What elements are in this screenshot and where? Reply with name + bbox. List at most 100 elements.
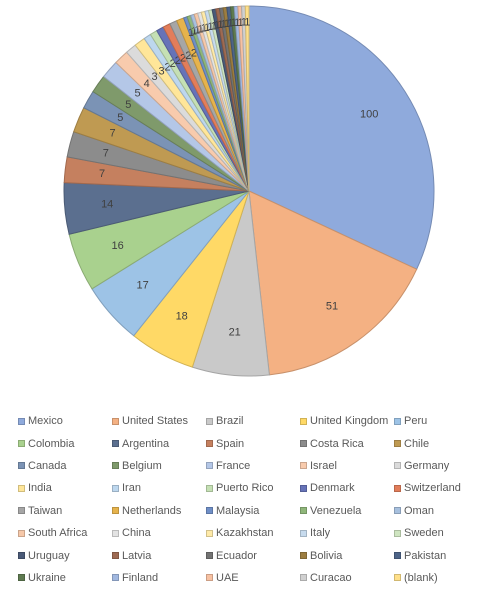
data-label-malaysia: 1 [188, 27, 194, 39]
legend-item: Malaysia [206, 505, 300, 517]
legend-swatch [112, 507, 119, 515]
legend-row: Uruguay Latvia Ecuador Bolivia Pakistan [18, 544, 488, 566]
legend-item: Iran [112, 482, 206, 494]
data-label-south-africa: 1 [198, 24, 204, 36]
legend-item: Taiwan [18, 505, 112, 517]
data-label-belgium: 5 [125, 99, 131, 111]
data-label-italy: 1 [207, 21, 213, 33]
legend-label: Italy [310, 527, 331, 540]
legend-swatch [394, 529, 401, 537]
legend-swatch [394, 440, 401, 448]
legend-label: Netherlands [122, 504, 182, 517]
legend-item: Ukraine [18, 572, 112, 584]
legend-item: Bolivia [300, 550, 394, 562]
legend-swatch [300, 417, 307, 425]
legend-item: UAE [206, 572, 300, 584]
legend-item: Switzerland [394, 482, 488, 494]
legend-swatch [206, 440, 213, 448]
legend-label: Taiwan [28, 504, 63, 517]
legend-item: Germany [394, 460, 488, 472]
data-label-costa-rica: 7 [103, 147, 109, 159]
legend-item: Argentina [112, 438, 206, 450]
legend-label: France [216, 459, 251, 472]
legend-label: Venezuela [310, 504, 362, 517]
legend-swatch [300, 462, 307, 470]
data-label-mexico: 100 [360, 108, 378, 120]
legend-swatch [300, 574, 307, 582]
legend-item: Italy [300, 527, 394, 539]
legend-label: Germany [404, 459, 450, 472]
legend-item: United Kingdom [300, 415, 394, 427]
data-label-peru: 17 [136, 280, 148, 292]
legend-swatch [112, 529, 119, 537]
legend-row: India Iran Puerto Rico Denmark Switzerland [18, 477, 488, 499]
data-label-chile: 7 [109, 128, 115, 140]
legend-label: Finland [122, 571, 159, 584]
legend-label: Uruguay [28, 549, 70, 562]
legend-row: Canada Belgium France Israel Germany [18, 455, 488, 477]
legend-label: Costa Rica [310, 437, 364, 450]
legend-item: Canada [18, 460, 112, 472]
pie-slice-blank [244, 5, 250, 192]
legend-item: Brazil [206, 415, 300, 427]
legend-swatch [394, 417, 401, 425]
data-label-uae: 1 [238, 17, 244, 29]
legend-label: Sweden [404, 527, 444, 540]
data-label-bolivia: 1 [224, 18, 230, 30]
legend-label: India [28, 482, 52, 495]
legend-item: Netherlands [112, 505, 206, 517]
legend-label: Canada [28, 459, 67, 472]
data-label-denmark: 2 [175, 55, 181, 67]
data-label-france: 5 [134, 88, 140, 100]
legend-item: Peru [394, 415, 488, 427]
legend-label: Kazakhstan [216, 527, 274, 540]
legend-item: France [206, 460, 300, 472]
legend-row: Taiwan Netherlands Malaysia Venezuela Oman [18, 500, 488, 522]
legend-swatch [300, 440, 307, 448]
legend-swatch [112, 462, 119, 470]
legend-swatch [18, 574, 25, 582]
legend-label: Oman [404, 504, 434, 517]
legend-item: Venezuela [300, 505, 394, 517]
data-label-colombia: 16 [111, 240, 123, 252]
legend-swatch [300, 552, 307, 560]
legend-item: United States [112, 415, 206, 427]
legend-item: Uruguay [18, 550, 112, 562]
legend-item: Denmark [300, 482, 394, 494]
legend-label: Denmark [310, 482, 355, 495]
legend-swatch [300, 529, 307, 537]
legend-swatch [394, 507, 401, 515]
legend-item: Finland [112, 572, 206, 584]
legend-label: South Africa [28, 527, 88, 540]
legend-label: Mexico [28, 415, 63, 428]
data-label-curacao: 1 [241, 17, 247, 29]
legend-label: Brazil [216, 415, 244, 428]
data-label-puerto-rico: 2 [170, 58, 176, 70]
legend-item: Latvia [112, 550, 206, 562]
pie-slice-mexico [248, 5, 435, 270]
data-label-china: 1 [201, 23, 207, 35]
legend-item: Colombia [18, 438, 112, 450]
legend-label: China [122, 527, 151, 540]
legend-swatch [112, 574, 119, 582]
legend-item: South Africa [18, 527, 112, 539]
legend-label: Colombia [28, 437, 75, 450]
data-label-canada: 5 [117, 112, 123, 124]
data-label-uruguay: 1 [214, 20, 220, 32]
legend-item: Ecuador [206, 550, 300, 562]
data-label-united-states: 51 [326, 301, 338, 313]
legend-swatch [18, 484, 25, 492]
data-label-spain: 7 [99, 168, 105, 180]
legend-swatch [300, 484, 307, 492]
pie-slice-united-states [248, 190, 418, 376]
data-label-netherlands: 2 [191, 48, 197, 60]
data-label-switzerland: 2 [180, 52, 186, 64]
legend-label: Puerto Rico [216, 482, 274, 495]
legend-item: Pakistan [394, 550, 488, 562]
legend-swatch [112, 440, 119, 448]
data-label-taiwan: 2 [185, 50, 191, 62]
data-label-sweden: 1 [211, 20, 217, 32]
legend-label: Pakistan [404, 549, 447, 562]
data-label-israel: 4 [144, 78, 150, 90]
